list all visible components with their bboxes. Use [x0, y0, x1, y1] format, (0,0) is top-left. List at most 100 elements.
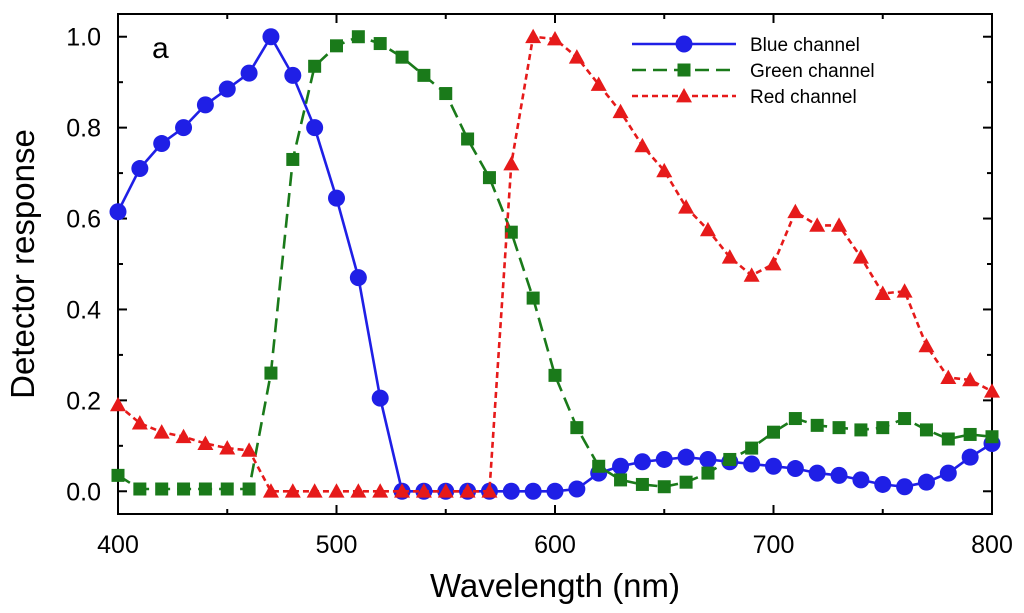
- red-channel-point: [743, 267, 760, 282]
- blue-channel-point: [109, 203, 127, 221]
- y-axis-label: Detector response: [4, 129, 41, 399]
- plot-frame: [117, 13, 993, 515]
- red-channel-point: [350, 483, 367, 498]
- red-channel-point: [787, 203, 804, 219]
- green-channel-point: [155, 482, 169, 496]
- x-tick-label: 800: [971, 531, 1013, 559]
- green-channel-point: [745, 441, 759, 455]
- y-tick-label: 0.8: [66, 115, 101, 143]
- y-tick-label: 0.6: [66, 206, 101, 234]
- red-channel-point: [984, 383, 1000, 398]
- blue-channel-point: [612, 457, 630, 475]
- blue-channel-point: [175, 119, 193, 137]
- legend: Blue channel Green channel Red channel: [632, 35, 875, 108]
- blue-channel-point: [502, 482, 520, 500]
- y-tick-label: 0.0: [66, 478, 101, 506]
- legend-red-label: Red channel: [750, 87, 857, 108]
- red-channel-point: [241, 442, 258, 457]
- red-channel-point: [175, 428, 192, 444]
- red-channel-point: [831, 217, 848, 232]
- red-channel-point: [153, 424, 170, 439]
- red-channel-point: [197, 435, 214, 450]
- red-channel-point: [306, 483, 323, 498]
- red-channel-point: [590, 76, 607, 91]
- blue-channel-point: [699, 450, 717, 468]
- y-tick-label: 0.4: [66, 296, 101, 324]
- green-channel-point: [876, 421, 890, 435]
- green-channel-point: [679, 475, 693, 489]
- red-channel-point: [568, 49, 585, 64]
- green-channel-point: [635, 477, 649, 491]
- red-channel-point: [809, 217, 826, 232]
- green-channel-point: [570, 421, 584, 435]
- green-channel-point: [614, 473, 628, 487]
- panel-label: a: [152, 32, 169, 65]
- blue-channel-point: [218, 80, 236, 98]
- green-channel-point: [242, 482, 256, 496]
- green-channel-point: [504, 225, 518, 239]
- legend-red-marker: [676, 88, 692, 103]
- x-tick-label: 400: [97, 531, 139, 559]
- green-channel-point: [286, 152, 300, 166]
- green-channel-point: [526, 291, 540, 305]
- red-channel-point: [962, 371, 979, 387]
- red-channel-point: [219, 440, 236, 455]
- legend-green-label: Green channel: [750, 61, 875, 82]
- red-channel-point: [852, 249, 869, 264]
- red-channel-point: [284, 483, 301, 498]
- blue-channel-point: [786, 460, 804, 478]
- blue-channel-point: [284, 66, 302, 84]
- blue-channel-point: [153, 135, 171, 153]
- blue-channel-point: [349, 269, 367, 287]
- red-channel-point: [394, 483, 411, 498]
- blue-channel-point: [371, 389, 389, 407]
- x-tick-label: 500: [316, 531, 358, 559]
- y-tick-label: 1.0: [66, 24, 101, 52]
- green-channel-point: [177, 482, 191, 496]
- green-channel-point: [832, 421, 846, 435]
- blue-channel-point: [633, 453, 651, 471]
- blue-channel-point: [240, 64, 258, 82]
- green-channel-point: [330, 39, 343, 53]
- green-channel-point: [919, 423, 933, 437]
- green-channel-point: [308, 59, 322, 73]
- x-axis-label: Wavelength (nm): [430, 567, 680, 604]
- blue-channel-point: [568, 480, 586, 498]
- green-channel-point: [548, 368, 562, 382]
- red-channel-point: [459, 483, 476, 498]
- red-channel-point: [372, 483, 389, 498]
- blue-channel-point: [524, 482, 542, 500]
- red-channel-point: [699, 221, 716, 237]
- blue-channel-line: [116, 34, 993, 493]
- blue-channel-point: [328, 189, 345, 207]
- red-channel-point: [503, 156, 520, 171]
- green-channel-point: [788, 412, 802, 426]
- green-channel-point: [417, 68, 431, 82]
- green-channel-point: [963, 427, 977, 441]
- red-channel-point: [612, 103, 629, 119]
- blue-channel-point: [939, 464, 957, 482]
- green-channel-point: [985, 430, 999, 444]
- red-channel-point: [481, 483, 498, 498]
- blue-channel-point: [131, 160, 149, 178]
- blue-channel-point: [743, 455, 761, 473]
- green-channel-point: [264, 366, 278, 380]
- blue-channel-point: [874, 475, 892, 493]
- green-channel-point: [439, 87, 453, 101]
- red-channel-point: [262, 483, 279, 498]
- blue-channel-point: [306, 119, 324, 137]
- green-channel-point: [854, 423, 868, 437]
- red-channel-point: [678, 199, 695, 214]
- red-channel-point: [918, 337, 935, 353]
- red-channel-point: [110, 396, 126, 412]
- x-tick-label: 700: [753, 531, 795, 559]
- green-channel-line: [117, 35, 993, 491]
- blue-channel-point: [546, 482, 564, 500]
- green-channel-point: [461, 132, 475, 146]
- red-channel-point: [525, 28, 542, 44]
- blue-channel-point: [896, 478, 914, 496]
- blue-channel-point: [655, 450, 673, 468]
- green-channel-point: [220, 482, 234, 496]
- green-channel-point: [657, 480, 671, 494]
